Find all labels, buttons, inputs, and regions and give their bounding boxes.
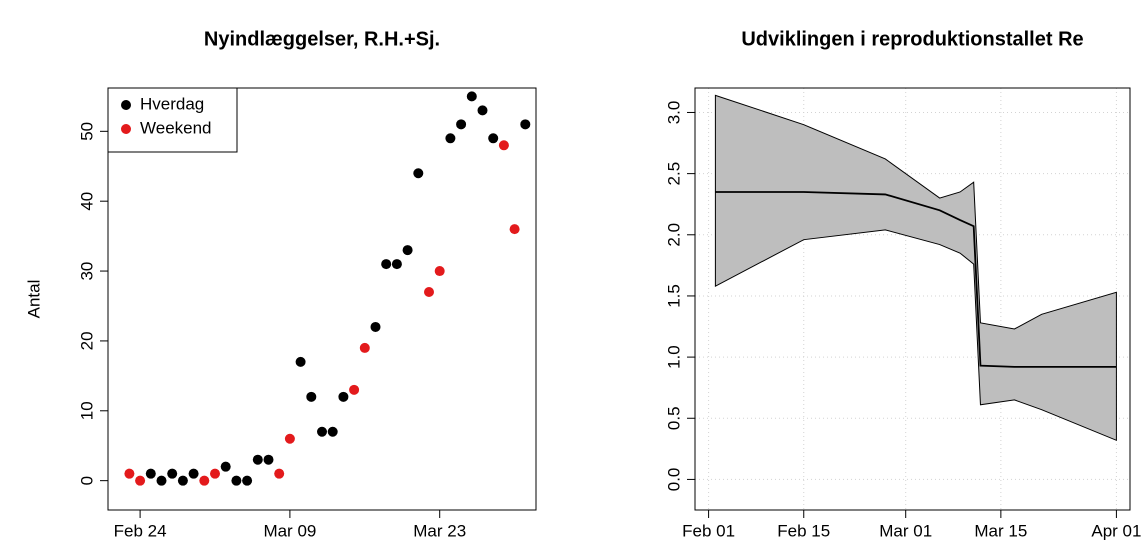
- y-axis-label: Antal: [24, 280, 43, 319]
- plot-frame: [694, 87, 1131, 511]
- point: [156, 475, 167, 486]
- x-tick-label: Mar 01: [879, 521, 932, 540]
- point: [252, 454, 263, 465]
- y-tick-label: 1.5: [664, 284, 683, 308]
- x-tick-label: Feb 24: [114, 521, 167, 540]
- x-tick-label: Mar 23: [413, 521, 466, 540]
- point: [295, 356, 306, 367]
- y-tick-label: 0.0: [664, 468, 683, 492]
- y-tick-label: 3.0: [664, 101, 683, 125]
- point: [359, 342, 370, 353]
- x-tick-label: Apr 01: [1091, 521, 1141, 540]
- point: [284, 433, 295, 444]
- line: [715, 191, 1117, 368]
- y-tick-label: 30: [77, 262, 96, 281]
- point: [434, 266, 445, 277]
- point: [177, 475, 188, 486]
- y-tick-label: 2.0: [664, 223, 683, 247]
- point: [413, 168, 424, 179]
- y-tick-label: 20: [77, 331, 96, 350]
- point: [338, 391, 349, 402]
- point: [370, 321, 381, 332]
- point: [349, 384, 360, 395]
- point: [188, 468, 199, 479]
- point: [231, 475, 242, 486]
- x-tick-label: Feb 01: [682, 521, 735, 540]
- point: [498, 140, 509, 151]
- confidence-band: [714, 94, 1117, 442]
- x-tick-label: Mar 15: [974, 521, 1027, 540]
- y-tick-label: 2.5: [664, 162, 683, 186]
- point: [477, 105, 488, 116]
- point: [424, 287, 434, 298]
- point: [466, 91, 477, 102]
- point: [327, 426, 338, 437]
- y-tick-label: 40: [77, 192, 96, 211]
- point: [317, 426, 327, 437]
- point: [381, 259, 392, 270]
- point: [263, 454, 274, 465]
- point: [520, 119, 531, 130]
- chart-title: Udviklingen i reproduktionstallet Re: [741, 28, 1083, 50]
- legend-label: Weekend: [140, 118, 212, 137]
- point: [145, 468, 156, 479]
- y-tick-label: 50: [77, 122, 96, 141]
- point: [199, 475, 210, 486]
- legend-marker: [121, 124, 131, 134]
- point: [391, 259, 402, 270]
- x-tick-label: Feb 15: [777, 521, 830, 540]
- point: [220, 461, 231, 472]
- y-tick-label: 0.5: [664, 406, 683, 430]
- point: [509, 224, 520, 235]
- x-tick-label: Mar 09: [263, 521, 316, 540]
- legend-box: [107, 87, 238, 153]
- point: [210, 468, 220, 479]
- point: [124, 468, 135, 479]
- point: [488, 133, 499, 144]
- point: [242, 475, 253, 486]
- plot-frame: [107, 87, 537, 511]
- legend-marker: [121, 100, 131, 110]
- point: [274, 468, 285, 479]
- point: [306, 391, 317, 402]
- point: [135, 475, 146, 486]
- y-tick-label: 10: [77, 401, 96, 420]
- y-tick-label: 0: [77, 476, 96, 485]
- y-tick-label: 1.0: [664, 345, 683, 369]
- point: [456, 119, 467, 130]
- point: [167, 468, 178, 479]
- point: [402, 245, 413, 256]
- legend-label: Hverdag: [140, 94, 204, 113]
- chart-title: Nyindlæggelser, R.H.+Sj.: [204, 28, 440, 50]
- point: [445, 133, 456, 144]
